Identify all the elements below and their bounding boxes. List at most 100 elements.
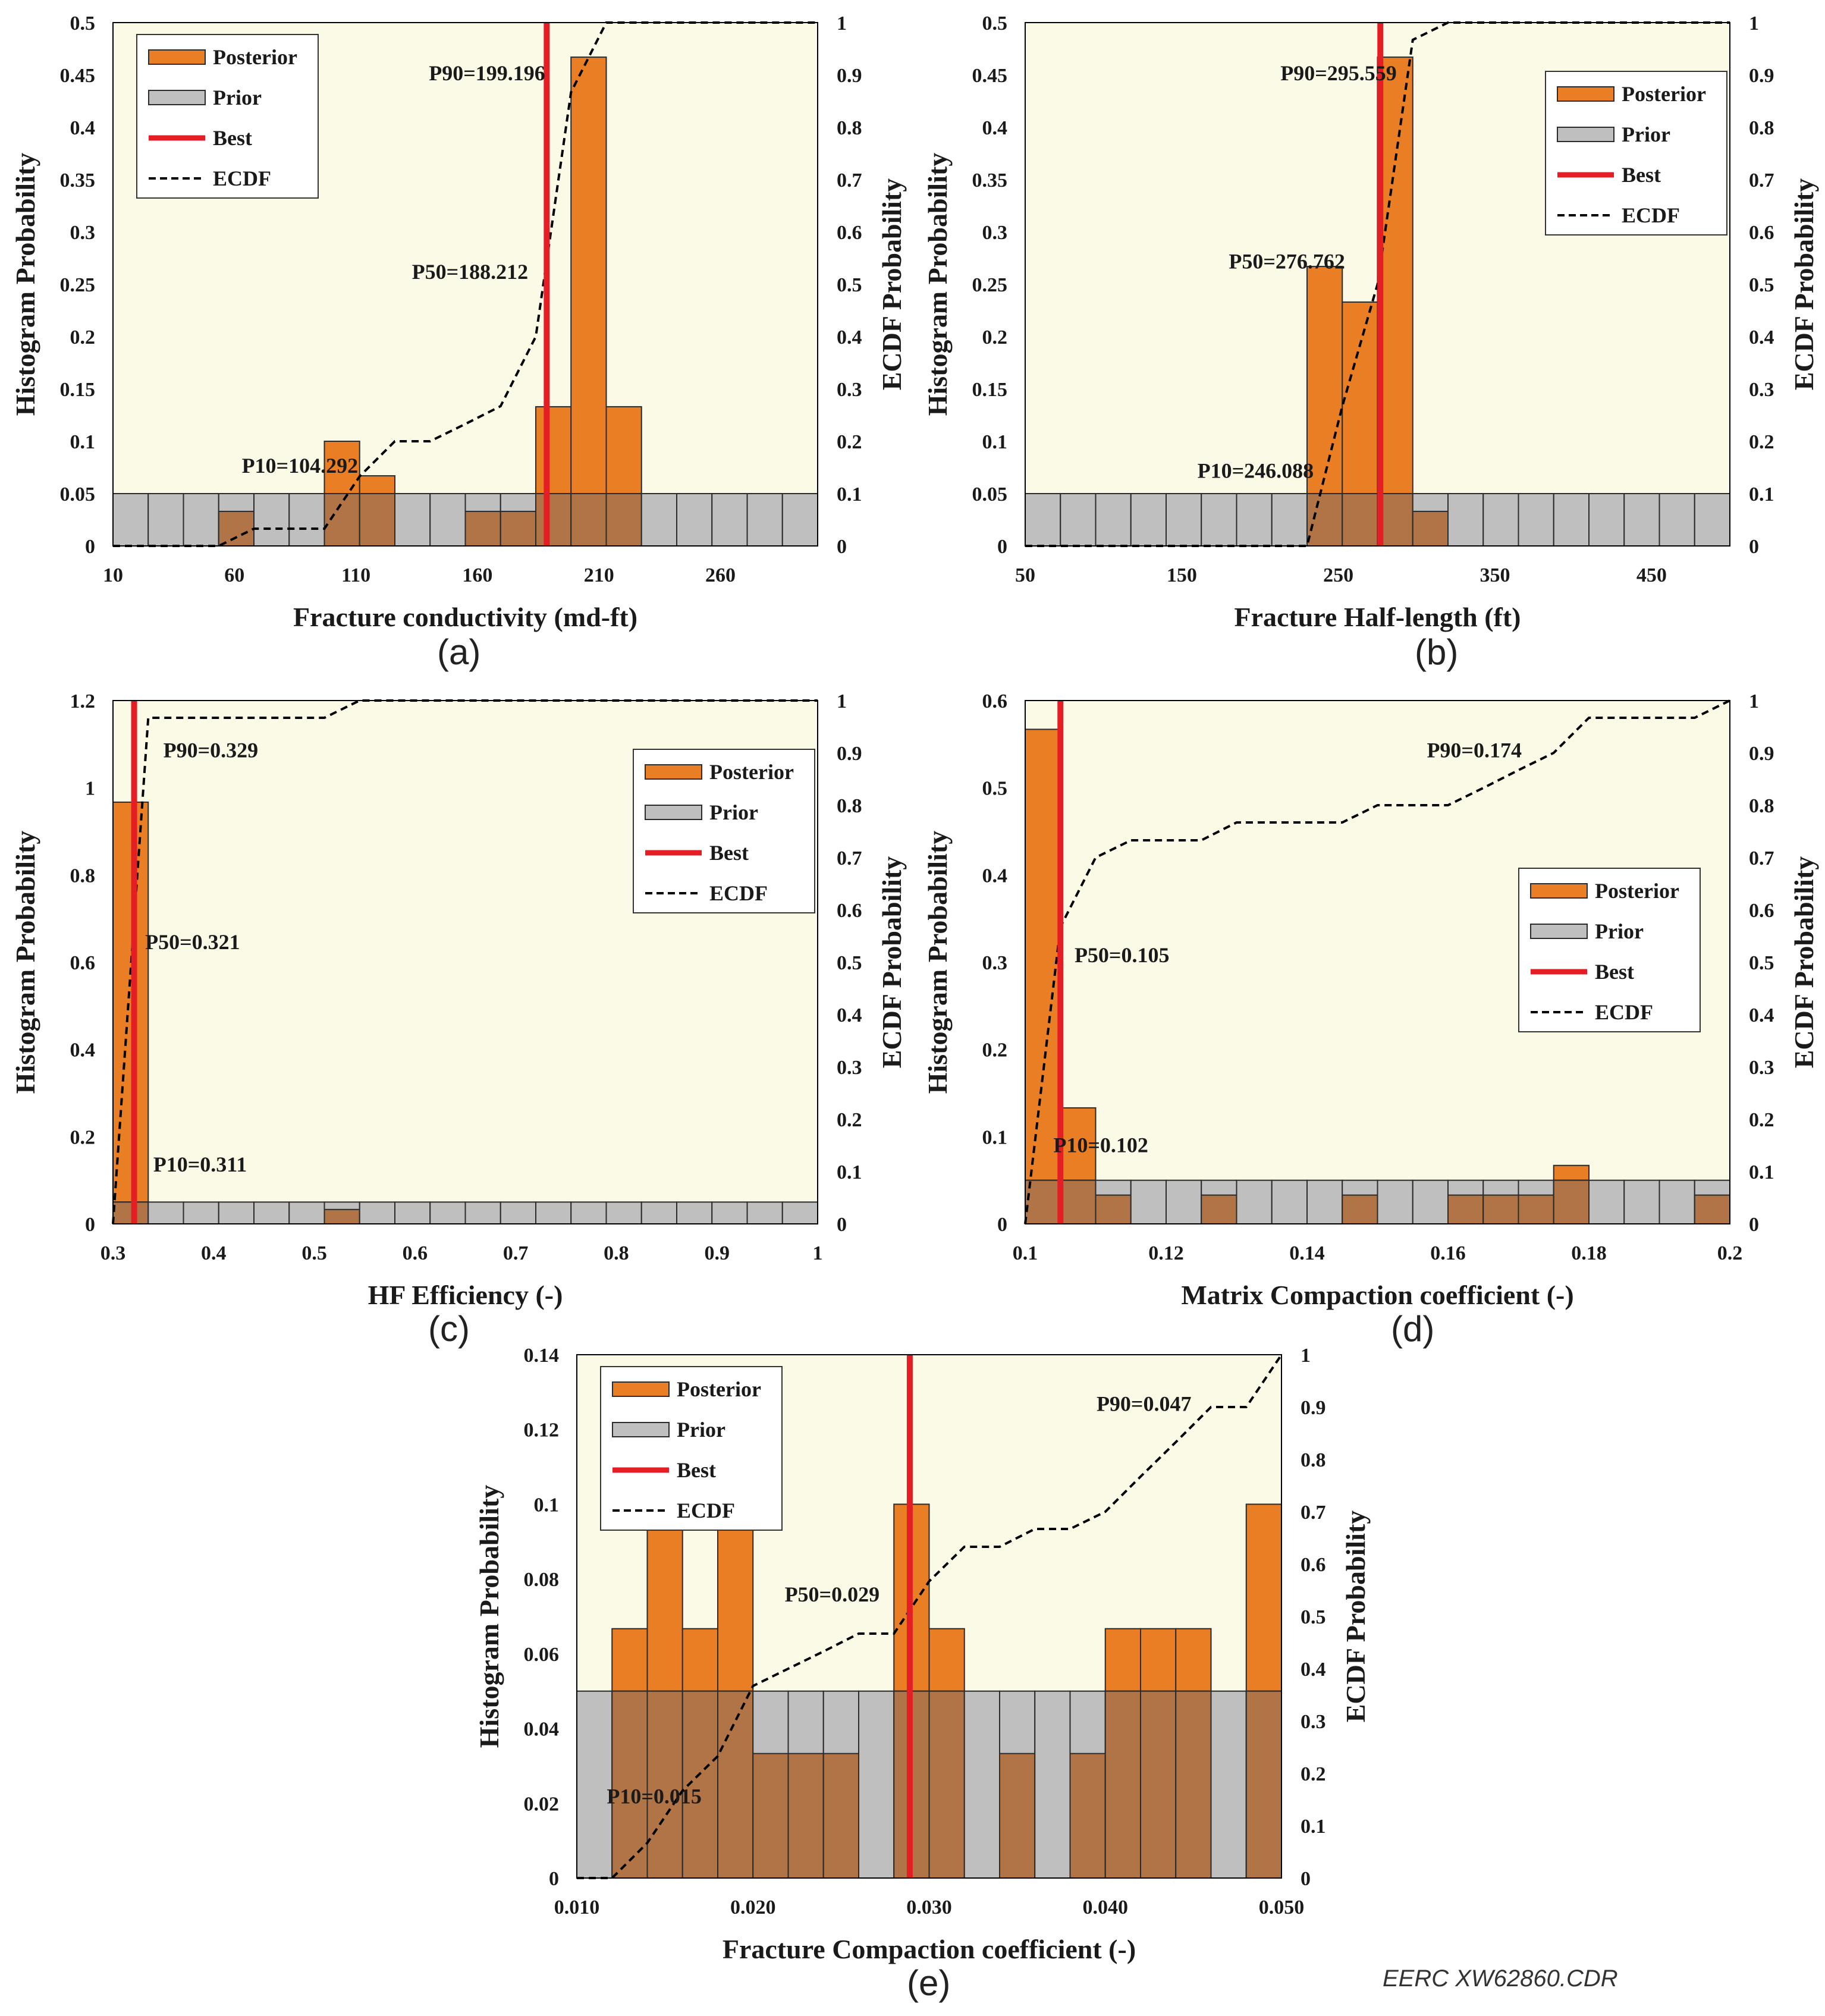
prior-bar-b-15 — [1553, 493, 1590, 547]
prior-bar-c-16 — [676, 1201, 713, 1224]
legend-label-ecdf-d: ECDF — [1595, 1000, 1653, 1024]
legend-label-prior-b: Prior — [1622, 123, 1670, 146]
posterior-bar-e-4 — [717, 1503, 754, 1692]
y-tick-label-b-9: 0.45 — [972, 65, 1008, 87]
y-tick-label-e-2: 0.04 — [524, 1719, 560, 1741]
x-tick-label-d-5: 0.2 — [1717, 1242, 1743, 1264]
overlap-bar-a-12 — [535, 493, 572, 547]
prior-bar-c-1 — [147, 1201, 184, 1224]
overlap-bar-e-12 — [999, 1753, 1036, 1879]
x-tick-label-c-3: 0.6 — [403, 1242, 428, 1264]
x-tick-label-b-1: 150 — [1167, 564, 1197, 586]
prior-bar-b-6 — [1236, 493, 1273, 547]
overlap-bar-d-2 — [1095, 1194, 1132, 1224]
percentile-annotation-b-1: P50=276.762 — [1229, 250, 1345, 274]
y2-tick-label-e-0: 0 — [1301, 1868, 1311, 1890]
y2-tick-label-a-3: 0.3 — [837, 379, 862, 401]
y2-tick-label-c-4: 0.4 — [837, 1004, 862, 1026]
overlap-bar-e-16 — [1140, 1690, 1177, 1879]
overlap-bar-e-1 — [611, 1690, 648, 1879]
legend-label-best-c: Best — [709, 841, 749, 865]
prior-bar-b-17 — [1623, 493, 1660, 547]
y2-tick-label-a-2: 0.2 — [837, 431, 862, 453]
y-tick-label-b-0: 0 — [997, 536, 1007, 558]
x-tick-label-c-6: 0.9 — [704, 1242, 730, 1264]
y-tick-label-e-6: 0.12 — [524, 1420, 560, 1442]
posterior-bar-a-13 — [570, 56, 607, 494]
y-tick-label-b-2: 0.1 — [982, 431, 1008, 453]
plot-frame-d — [1025, 700, 1730, 1224]
y-tick-label-e-1: 0.02 — [524, 1793, 560, 1815]
prior-bar-a-2 — [183, 493, 219, 547]
legend-label-prior-d: Prior — [1595, 919, 1644, 943]
y2-tick-label-d-1: 0.1 — [1749, 1161, 1774, 1183]
legend-e: Posterior Prior Best ECDF — [600, 1366, 783, 1531]
prior-bar-a-0 — [112, 493, 149, 547]
posterior-bar-e-10 — [928, 1628, 965, 1692]
ecdf-line-a — [113, 21, 818, 547]
legend-label-best-d: Best — [1595, 960, 1634, 984]
prior-bar-a-5 — [288, 493, 325, 547]
legend-swatch-posterior-a — [148, 49, 206, 65]
y2-tick-label-a-0: 0 — [837, 536, 847, 558]
overlap-bar-d-1 — [1060, 1179, 1097, 1225]
y-tick-label-b-5: 0.25 — [972, 274, 1008, 296]
y2-tick-label-b-10: 1 — [1749, 12, 1759, 34]
y2-tick-label-b-7: 0.7 — [1749, 169, 1774, 191]
prior-bar-a-18 — [746, 493, 783, 547]
x-tick-label-d-4: 0.18 — [1571, 1242, 1607, 1264]
prior-bar-d-3 — [1130, 1179, 1167, 1225]
y2-tick-label-b-5: 0.5 — [1749, 274, 1774, 296]
y2-tick-label-e-7: 0.7 — [1301, 1502, 1326, 1524]
y2-tick-label-d-8: 0.8 — [1749, 795, 1774, 817]
y-tick-label-a-7: 0.35 — [60, 169, 96, 191]
y2-tick-label-a-1: 0.1 — [837, 483, 862, 505]
legend-label-ecdf-b: ECDF — [1622, 203, 1680, 227]
overlap-bar-d-0 — [1025, 1179, 1061, 1225]
chart-c-svg: 0 0.2 0.4 0.6 0.8 1 1.2 0 0.1 0.2 0.3 0.4 0.5 0.6 0.7 0… — [10, 690, 907, 1310]
prior-bar-a-16 — [676, 493, 713, 547]
y-tick-label-c-4: 0.8 — [70, 865, 96, 887]
legend-label-posterior-b: Posterior — [1622, 82, 1706, 106]
y2-tick-label-d-0: 0 — [1749, 1214, 1759, 1236]
legend-d: Posterior Prior Best ECDF — [1518, 868, 1701, 1032]
x-tick-label-b-3: 350 — [1480, 564, 1510, 586]
prior-bar-a-15 — [640, 493, 677, 547]
y-tick-label-c-5: 1 — [85, 778, 95, 800]
percentile-annotation-c-2: P10=0.311 — [153, 1153, 247, 1176]
prior-bar-d-8 — [1306, 1179, 1343, 1225]
overlap-bar-d-9 — [1342, 1194, 1378, 1224]
y2-tick-label-a-4: 0.4 — [837, 326, 862, 348]
y2-tick-label-c-6: 0.6 — [837, 900, 862, 922]
prior-bar-a-8 — [394, 493, 431, 547]
y2-tick-label-d-10: 1 — [1749, 690, 1759, 712]
y2-axis-title-e: ECDF Probability — [1340, 1511, 1371, 1723]
chart-panel-a: 0 0.05 0.1 0.15 0.2 0.25 0.3 0.35 0.4 0.45 0.5 0 0.1… — [0, 0, 912, 672]
y2-tick-label-a-8: 0.8 — [837, 117, 862, 139]
prior-bar-a-9 — [429, 493, 466, 547]
y-axis-title-c: Histogram Probability — [10, 831, 40, 1094]
legend-swatch-posterior-b — [1557, 86, 1614, 102]
y-axis-title-a: Histogram Probability — [10, 153, 40, 416]
y2-tick-label-c-2: 0.2 — [837, 1109, 862, 1131]
y-tick-label-a-0: 0 — [85, 536, 95, 558]
x-tick-label-a-2: 110 — [341, 564, 370, 586]
y-tick-label-b-8: 0.4 — [982, 117, 1008, 139]
overlap-bar-e-19 — [1245, 1690, 1282, 1879]
y2-tick-label-c-10: 1 — [837, 690, 847, 712]
legend-swatch-prior-c — [645, 805, 702, 820]
y-tick-label-d-2: 0.2 — [982, 1040, 1008, 1062]
y-tick-label-a-5: 0.25 — [60, 274, 96, 296]
prior-bar-b-16 — [1588, 493, 1625, 547]
posterior-bar-b-9 — [1342, 301, 1378, 494]
x-tick-label-c-2: 0.5 — [301, 1242, 327, 1264]
y2-tick-label-d-9: 0.9 — [1749, 743, 1774, 765]
legend-label-posterior-a: Posterior — [213, 45, 297, 69]
overlap-bar-d-12 — [1447, 1194, 1484, 1224]
y2-tick-label-e-4: 0.4 — [1301, 1659, 1326, 1681]
prior-bar-c-17 — [711, 1201, 748, 1224]
legend-b: Posterior Prior Best ECDF — [1545, 71, 1727, 235]
y2-tick-label-d-6: 0.6 — [1749, 900, 1774, 922]
legend-swatch-prior-d — [1530, 924, 1588, 939]
y-axis-title-e: Histogram Probability — [474, 1485, 504, 1748]
